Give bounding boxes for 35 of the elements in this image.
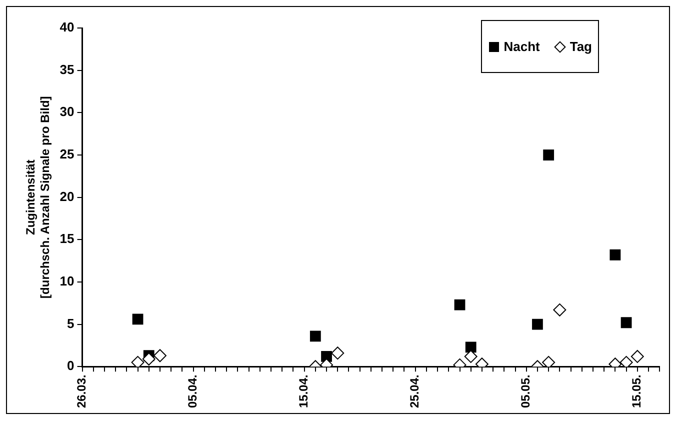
y-tick-label: 25 xyxy=(60,146,74,162)
point xyxy=(153,349,166,362)
y-tick-label: 20 xyxy=(60,188,74,204)
y-tick-label: 35 xyxy=(60,62,74,77)
point xyxy=(331,346,344,360)
point xyxy=(310,330,321,342)
point xyxy=(131,356,144,367)
point xyxy=(464,350,478,363)
point xyxy=(132,314,144,325)
point xyxy=(620,317,632,328)
point xyxy=(553,303,566,316)
y-tick-label: 0 xyxy=(67,358,74,374)
y-tick-label: 10 xyxy=(60,274,74,289)
point xyxy=(543,150,554,160)
y-axis-title: Zugintensität [durchsch. Anzahl Signale pro Bild] xyxy=(24,96,52,298)
point xyxy=(142,352,156,366)
legend-label: Tag xyxy=(570,39,592,54)
point xyxy=(610,249,621,260)
x-tick-label: 25.04. xyxy=(408,374,422,408)
x-tick-label: 05.05. xyxy=(518,374,533,408)
point xyxy=(620,356,633,367)
y-tick-label: 30 xyxy=(60,104,74,120)
point xyxy=(542,356,556,367)
legend-label: Nacht xyxy=(504,39,540,54)
x-tick-label: 15.04. xyxy=(296,374,311,408)
x-tick-label: 05.04. xyxy=(186,374,200,408)
point xyxy=(454,299,466,310)
point xyxy=(630,350,644,363)
y-tick-label: 40 xyxy=(60,20,74,35)
point xyxy=(465,342,476,353)
x-tick-label: 26.03. xyxy=(74,374,89,408)
y-tick-label: 5 xyxy=(67,316,74,331)
x-tick-label: 15.05. xyxy=(630,374,644,408)
y-tick-label: 15 xyxy=(60,231,74,246)
point xyxy=(532,318,543,330)
